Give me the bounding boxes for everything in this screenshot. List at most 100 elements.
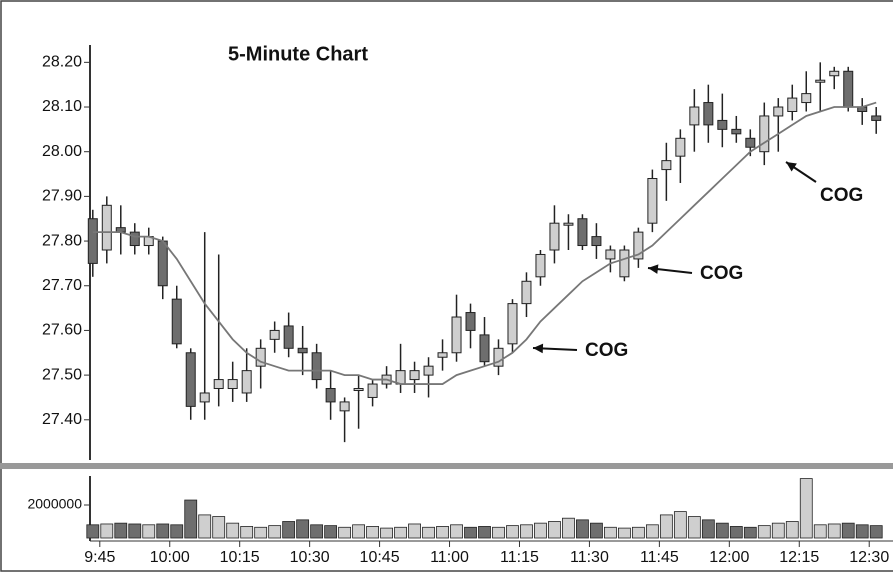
volume-bar: [254, 526, 268, 539]
volume-bar: [324, 525, 338, 539]
candle-body: [241, 370, 252, 394]
volume-bar: [604, 526, 617, 539]
volume-bar: [631, 526, 645, 539]
candle-body: [87, 218, 98, 264]
candle-body: [815, 79, 826, 83]
candle-body: [535, 253, 546, 278]
volume-bar: [478, 526, 491, 539]
arrow-head: [648, 264, 659, 274]
x-tick-label: 12:15: [779, 549, 819, 566]
volume-bar: [729, 526, 743, 539]
candle-body: [465, 312, 476, 331]
volume-bar: [128, 523, 142, 539]
candle-body: [423, 365, 434, 376]
candle-body: [395, 370, 406, 385]
volume-bar: [506, 525, 519, 539]
x-tick-label: 12:30: [849, 549, 889, 566]
candle-body: [647, 178, 658, 224]
volume-bar: [659, 514, 673, 539]
candle-body: [353, 388, 364, 392]
candle-body: [675, 137, 686, 157]
y-tick-label: 27.50: [42, 366, 82, 383]
candle-body: [871, 115, 882, 121]
candle-body: [297, 347, 308, 354]
y-tick-label: 27.80: [42, 232, 82, 249]
candle-body: [157, 240, 168, 287]
candle-body: [199, 392, 210, 403]
volume-bar: [743, 526, 757, 539]
candle-body: [339, 401, 350, 412]
volume-bar: [380, 527, 393, 539]
volume-bar: [114, 522, 128, 539]
candle-body: [563, 222, 574, 226]
volume-bar: [687, 516, 701, 539]
volume-bar: [282, 521, 296, 539]
volume-bar: [534, 522, 547, 539]
volume-bar: [841, 522, 855, 539]
annotation: COG: [585, 340, 628, 361]
volume-bar: [645, 524, 659, 539]
candle-body: [437, 352, 448, 358]
candle-body: [717, 119, 728, 130]
volume-bar: [562, 517, 575, 539]
candle-body: [843, 70, 854, 108]
candle-body: [689, 106, 700, 126]
volume-bar: [100, 523, 114, 539]
volume-bar: [701, 519, 715, 539]
candle-body: [451, 316, 462, 354]
candle-body: [493, 347, 504, 367]
volume-bar: [520, 524, 533, 539]
volume-bar: [813, 524, 827, 539]
volume-bar: [86, 524, 100, 539]
volume-bar: [156, 523, 170, 539]
y-tick-label: 28.00: [42, 143, 82, 160]
candle-body: [479, 334, 490, 363]
candle-body: [283, 325, 294, 349]
volume-bar: [869, 525, 883, 539]
candle-body: [213, 379, 224, 390]
candle-body: [311, 352, 322, 381]
volume-bar: [548, 521, 561, 539]
candle-body: [227, 379, 238, 390]
panel-separator: [0, 463, 893, 469]
candle-body: [521, 280, 532, 305]
candle-body: [507, 303, 518, 345]
candle-body: [703, 102, 714, 126]
x-tick-label: 11:15: [500, 549, 539, 566]
volume-bar: [198, 514, 212, 539]
candle-body: [325, 388, 336, 403]
volume-bar: [226, 522, 240, 539]
candle-body: [661, 160, 672, 171]
volume-bar: [170, 524, 184, 539]
x-tick-label: 11:30: [570, 549, 609, 566]
y-tick-label: 27.70: [42, 277, 82, 294]
candle-body: [773, 106, 784, 117]
x-tick-label: 10:30: [290, 549, 330, 566]
cog-line: [92, 101, 877, 385]
x-tick-label: 9:45: [84, 549, 115, 566]
y-tick-label: 27.40: [42, 411, 82, 428]
volume-bar: [142, 524, 156, 539]
volume-bar: [394, 526, 407, 539]
volume-bar: [184, 499, 198, 539]
candle-body: [605, 249, 616, 260]
x-tick-label: 10:45: [360, 549, 400, 566]
candle-body: [549, 222, 560, 251]
volume-bar: [618, 527, 631, 539]
candle-body: [801, 93, 812, 104]
y-tick-label: 2000000: [27, 496, 82, 512]
volume-bar: [785, 521, 799, 539]
y-tick-label: 27.90: [42, 188, 82, 205]
y-tick-label: 27.60: [42, 322, 82, 339]
candle-body: [787, 97, 798, 112]
volume-bar: [310, 524, 324, 539]
arrow-head: [786, 162, 797, 172]
candle-body: [129, 231, 140, 247]
volume-bar: [408, 523, 421, 539]
volume-bar: [757, 525, 771, 539]
candle-body: [409, 370, 420, 381]
x-tick-label: 11:45: [640, 549, 679, 566]
x-tick-label: 11:00: [430, 549, 469, 566]
